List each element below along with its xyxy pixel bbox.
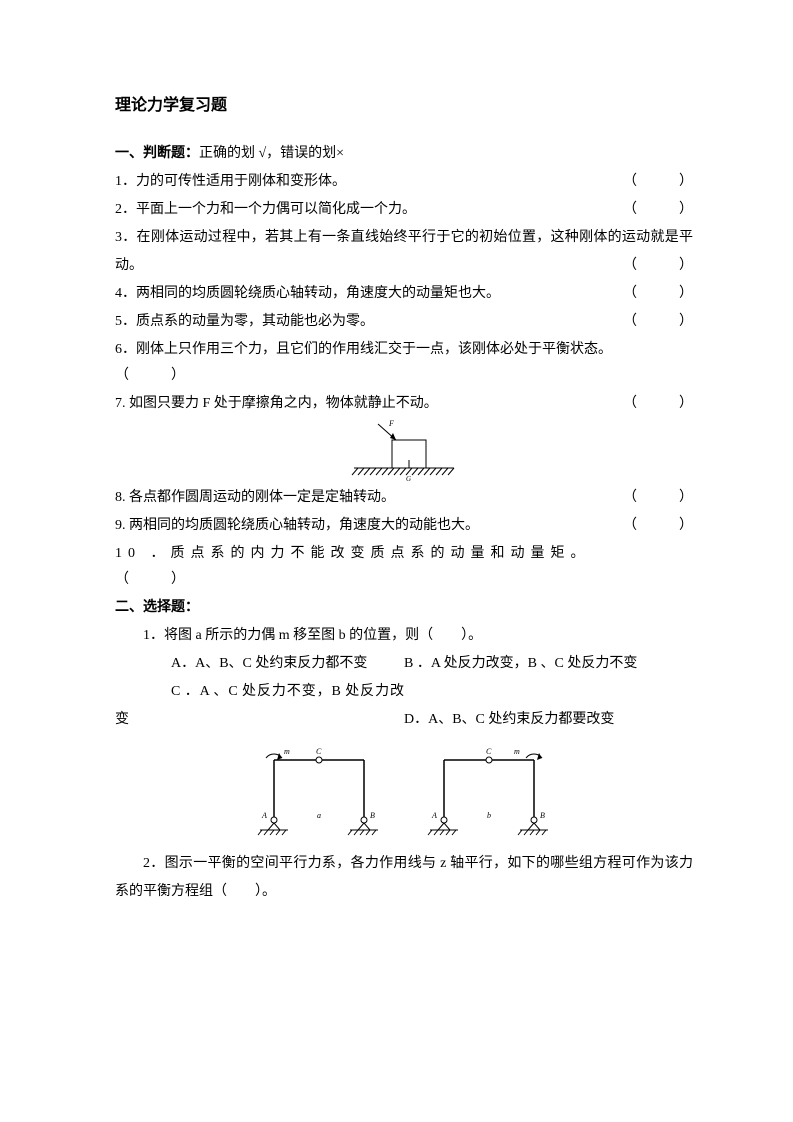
choice-q1-row2: C ．A 、C 处反力不变，B 处反力改变D．A、B、C 处约束反力都要改变	[115, 678, 693, 734]
svg-text:m: m	[284, 747, 290, 756]
judge-header-bold: 一、判断题：	[115, 146, 199, 161]
judge-text: 7. 如图只要力 F 处于摩擦角之内，物体就静止不动。	[115, 396, 438, 411]
fig-q1-frames: C m A B a C m	[115, 740, 693, 840]
choice-header-text: 二、选择题：	[115, 600, 199, 615]
svg-text:m: m	[514, 747, 520, 756]
fig-q7: F G	[344, 420, 464, 482]
paren: （ ）	[115, 368, 185, 383]
svg-text:A: A	[431, 811, 437, 820]
choice-q1-optD: D．A、B、C 处约束反力都要改变	[404, 706, 693, 734]
judge-item-8: （ ） 8. 各点都作圆周运动的刚体一定是定轴转动。	[115, 484, 693, 512]
svg-text:C: C	[486, 747, 492, 756]
fig-label-F: F	[388, 420, 394, 428]
judge-header-rest: 正确的划 √，错误的划×	[199, 146, 344, 161]
choice-q1-row1: A．A、B、C 处约束反力都不变B ．A 处反力改变，B 、C 处反力不变	[115, 650, 693, 678]
judge-item-7: （ ） 7. 如图只要力 F 处于摩擦角之内，物体就静止不动。	[115, 390, 693, 418]
judge-item-10-paren: （ ）	[115, 566, 693, 594]
judge-item-1: （ ） 1．力的可传性适用于刚体和变形体。	[115, 168, 693, 196]
judge-text: 6．刚体上只作用三个力，且它们的作用线汇交于一点，该刚体必处于平衡状态。	[115, 342, 612, 357]
frame-b-icon: C m A B b	[414, 740, 564, 840]
svg-text:a: a	[317, 811, 321, 820]
paren: （ ）	[623, 484, 693, 512]
choice-header: 二、选择题：	[115, 594, 693, 622]
judge-item-3: 3．在刚体运动过程中，若其上有一条直线始终平行于它的初始位置，这种刚体的运动就是…	[115, 224, 693, 280]
paren: （ ）	[623, 308, 693, 336]
paren: （ ）	[623, 252, 693, 280]
judge-item-4: （ ） 4．两相同的均质圆轮绕质心轴转动，角速度大的动量矩也大。	[115, 280, 693, 308]
choice-q1-optB: B ．A 处反力改变，B 、C 处反力不变	[404, 650, 693, 678]
paren: （ ）	[623, 512, 693, 540]
svg-text:C: C	[316, 747, 322, 756]
paren: （ ）	[623, 168, 693, 196]
judge-text: 2．平面上一个力和一个力偶可以简化成一个力。	[115, 202, 416, 217]
svg-text:B: B	[370, 811, 375, 820]
judge-text: 8. 各点都作圆周运动的刚体一定是定轴转动。	[115, 490, 395, 505]
choice-q1-stem: 1．将图 a 所示的力偶 m 移至图 b 的位置，则（ ）。	[115, 622, 693, 650]
judge-text: 5．质点系的动量为零，其动能也必为零。	[115, 314, 374, 329]
judge-text: 3．在刚体运动过程中，若其上有一条直线始终平行于它的初始位置，这种刚体的运动就是…	[115, 230, 693, 273]
judge-text: 4．两相同的均质圆轮绕质心轴转动，角速度大的动量矩也大。	[115, 286, 500, 301]
judge-item-9: （ ） 9. 两相同的均质圆轮绕质心轴转动，角速度大的动能也大。	[115, 512, 693, 540]
judge-header: 一、判断题：正确的划 √，错误的划×	[115, 140, 693, 168]
paren: （ ）	[623, 280, 693, 308]
svg-text:b: b	[487, 811, 491, 820]
choice-q2-stem: 2．图示一平衡的空间平行力系，各力作用线与 z 轴平行，如下的哪些组方程可作为该…	[115, 850, 693, 906]
judge-text: 10 ．质点系的内力不能改变质点系的动量和动量矩。	[115, 546, 591, 561]
judge-item-10: 10 ．质点系的内力不能改变质点系的动量和动量矩。	[115, 540, 693, 568]
judge-text: 1．力的可传性适用于刚体和变形体。	[115, 174, 346, 189]
judge-item-5: （ ） 5．质点系的动量为零，其动能也必为零。	[115, 308, 693, 336]
svg-text:B: B	[540, 811, 545, 820]
judge-item-2: （ ） 2．平面上一个力和一个力偶可以简化成一个力。	[115, 196, 693, 224]
block-on-ground-icon: F G	[344, 420, 464, 482]
paren: （ ）	[115, 572, 185, 587]
svg-text:A: A	[261, 811, 267, 820]
choice-q1-optA: A．A、B、C 处约束反力都不变	[115, 650, 404, 678]
judge-item-6: 6．刚体上只作用三个力，且它们的作用线汇交于一点，该刚体必处于平衡状态。	[115, 336, 693, 364]
choice-q1-optC: C ．A 、C 处反力不变，B 处反力改变	[115, 678, 404, 734]
fig-label-G: G	[406, 475, 411, 482]
page-title: 理论力学复习题	[115, 90, 693, 122]
judge-text: 9. 两相同的均质圆轮绕质心轴转动，角速度大的动能也大。	[115, 518, 479, 533]
judge-item-6-paren: （ ）	[115, 362, 693, 390]
frame-a-icon: C m A B a	[244, 740, 394, 840]
paren: （ ）	[623, 196, 693, 224]
paren: （ ）	[623, 390, 693, 418]
